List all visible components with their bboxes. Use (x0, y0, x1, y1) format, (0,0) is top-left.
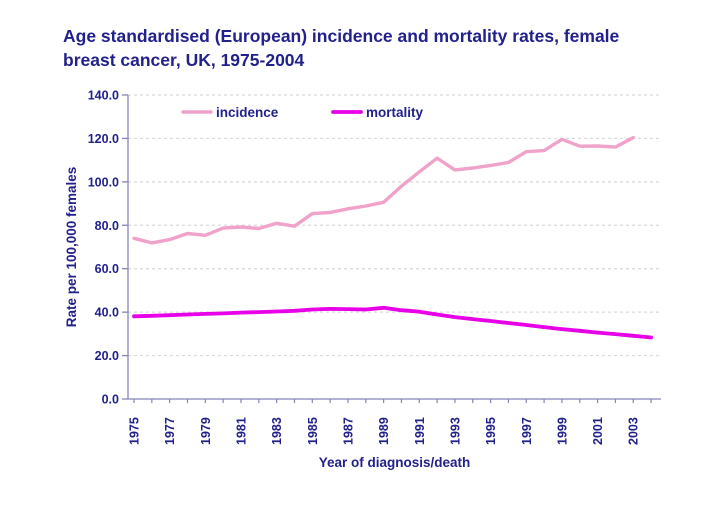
x-tick-label-1981: 1981 (234, 417, 248, 445)
y-tick-label-100.0: 100.0 (88, 175, 119, 189)
chart-title: Age standardised (European) incidence an… (63, 24, 683, 72)
y-tick-label-80.0: 80.0 (95, 219, 119, 233)
x-tick-label-1989: 1989 (377, 417, 391, 445)
x-tick-label-2001: 2001 (591, 417, 605, 445)
x-tick-label-1985: 1985 (306, 417, 320, 445)
y-tick-label-140.0: 140.0 (88, 89, 119, 103)
y-tick-label-20.0: 20.0 (95, 349, 119, 363)
x-tick-label-1997: 1997 (520, 417, 534, 445)
x-tick-label-1993: 1993 (448, 417, 462, 445)
chart-title-line2: breast cancer, UK, 1975-2004 (63, 50, 305, 71)
y-axis-title: Rate per 100,000 females (64, 167, 79, 328)
x-tick-label-2003: 2003 (627, 417, 641, 445)
x-tick-label-1995: 1995 (484, 417, 498, 445)
x-tick-label-1979: 1979 (199, 417, 213, 445)
x-tick-label-1975: 1975 (128, 417, 142, 445)
y-tick-label-60.0: 60.0 (95, 262, 119, 276)
series-line-mortality (132, 305, 653, 340)
x-tick-label-1977: 1977 (163, 417, 177, 445)
y-tick-label-0.0: 0.0 (102, 393, 119, 407)
legend-label-incidence: incidence (216, 105, 279, 120)
y-tick-label-120.0: 120.0 (88, 132, 119, 146)
chart-title-line1: Age standardised (European) incidence an… (63, 26, 620, 46)
x-tick-label-1999: 1999 (555, 417, 569, 445)
x-tick-label-1991: 1991 (413, 417, 427, 445)
legend-label-mortality: mortality (366, 105, 424, 120)
y-tick-label-40.0: 40.0 (95, 306, 119, 320)
series-line-incidence (132, 135, 635, 245)
x-tick-label-1987: 1987 (341, 417, 355, 445)
x-tick-label-1983: 1983 (270, 417, 284, 445)
x-axis-title: Year of diagnosis/death (319, 455, 471, 470)
